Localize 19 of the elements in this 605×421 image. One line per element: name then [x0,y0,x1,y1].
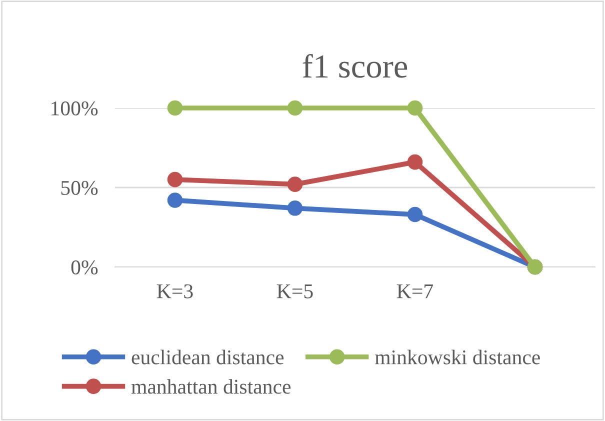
y-tick-label: 50% [61,180,98,195]
y-tick-label: 100% [52,101,98,116]
x-tick-label: K=5 [276,284,313,298]
chart-title: f1 score [302,54,408,78]
y-tick-label: 0% [71,260,98,274]
point [167,172,183,188]
x-tick-label: K=3 [156,284,193,298]
point [407,154,423,170]
point [287,100,303,116]
legend-label: euclidean distance [132,350,284,364]
legend-label: minkowski distance [375,350,540,364]
point [407,206,423,222]
point [287,200,303,216]
x-tick-label: K=7 [396,284,434,298]
legend-label: manhattan distance [131,379,291,394]
point [167,100,183,116]
point [407,100,423,116]
point [167,192,183,208]
point [287,176,303,192]
